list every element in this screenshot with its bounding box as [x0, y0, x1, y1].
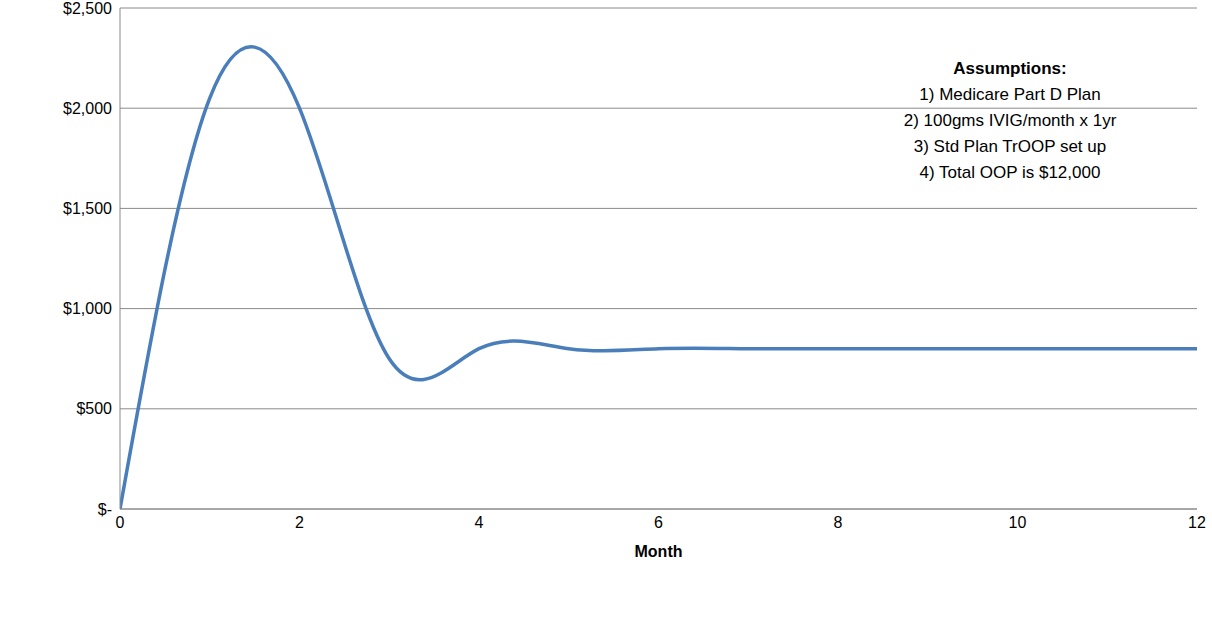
- svg-text:$1,000: $1,000: [63, 300, 112, 317]
- svg-text:2: 2: [295, 514, 304, 531]
- svg-text:4: 4: [475, 514, 484, 531]
- svg-text:Month: Month: [635, 543, 683, 560]
- svg-text:10: 10: [1009, 514, 1027, 531]
- svg-text:$1,500: $1,500: [63, 200, 112, 217]
- svg-text:$2,500: $2,500: [63, 0, 112, 17]
- html-text:Assumptions:: Assumptions:: [953, 59, 1067, 78]
- svg-text:$500: $500: [76, 400, 112, 417]
- svg-text:$2,000: $2,000: [63, 100, 112, 117]
- html-text:3) Std Plan TrOOP set up: 3) Std Plan TrOOP set up: [913, 137, 1107, 156]
- html-text:4) Total OOP is $12,000: 4) Total OOP is $12,000: [919, 163, 1101, 182]
- svg-text:$-: $-: [98, 501, 112, 518]
- svg-text:0: 0: [116, 514, 125, 531]
- html-text:2) 100gms IVIG/month x 1yr: 2) 100gms IVIG/month x 1yr: [903, 111, 1117, 130]
- svg-text:8: 8: [834, 514, 843, 531]
- svg-text:12: 12: [1188, 514, 1206, 531]
- html-text:1) Medicare Part D Plan: 1) Medicare Part D Plan: [919, 85, 1101, 104]
- svg-text:6: 6: [654, 514, 663, 531]
